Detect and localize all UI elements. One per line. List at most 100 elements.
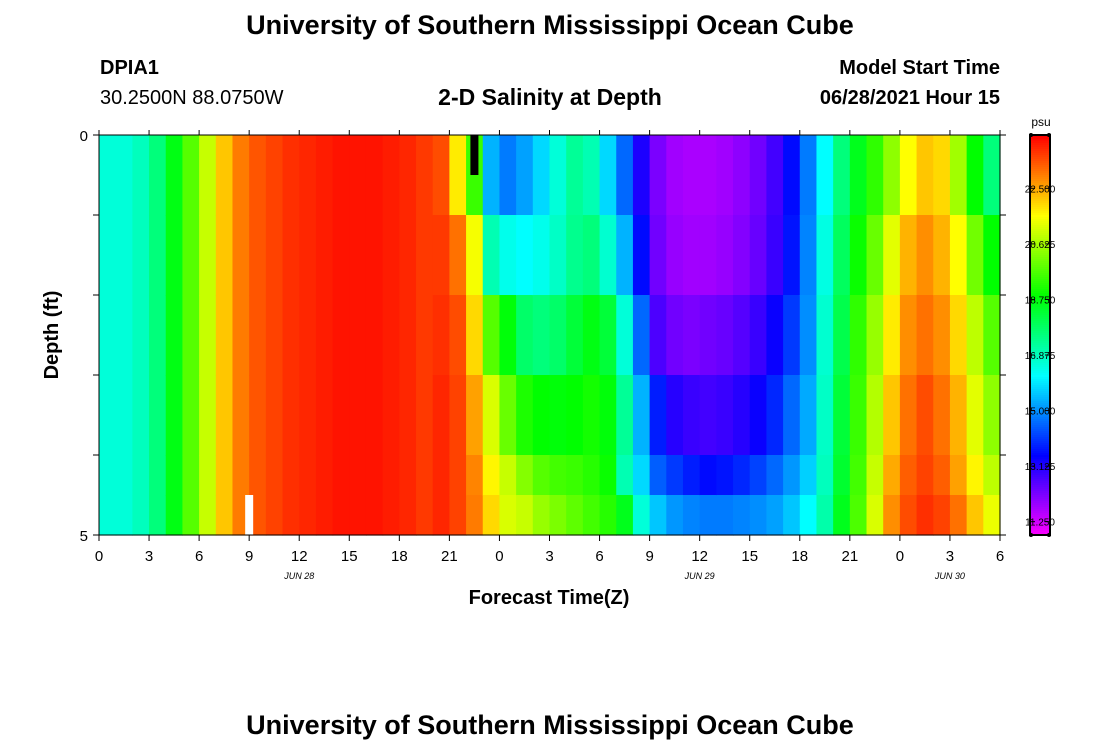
page-title: University of Southern Mississippi Ocean… bbox=[246, 10, 854, 40]
heatmap-cell bbox=[99, 215, 117, 296]
colorbar-band bbox=[1030, 175, 1050, 178]
x-axis-label: Forecast Time(Z) bbox=[469, 587, 630, 609]
heatmap-cell bbox=[416, 455, 434, 496]
colorbar-band bbox=[1030, 141, 1050, 144]
heatmap-cell bbox=[783, 135, 801, 216]
heatmap-cell bbox=[966, 295, 984, 376]
colorbar-band bbox=[1030, 295, 1050, 298]
colorbar-band bbox=[1030, 323, 1050, 326]
heatmap-cell bbox=[532, 495, 551, 536]
heatmap-cell bbox=[432, 495, 450, 536]
heatmap-cell bbox=[666, 375, 684, 456]
heatmap-cell bbox=[749, 135, 768, 216]
heatmap-cell bbox=[716, 215, 734, 296]
heatmap-cell bbox=[265, 295, 284, 376]
colorbar-band bbox=[1030, 375, 1050, 378]
heatmap-cell bbox=[616, 375, 634, 456]
colorbar-band bbox=[1030, 505, 1050, 508]
colorbar-band bbox=[1030, 359, 1050, 362]
colorbar-band bbox=[1030, 215, 1050, 218]
heatmap-cell bbox=[182, 375, 200, 456]
colorbar-band bbox=[1030, 305, 1050, 308]
heatmap-cell bbox=[499, 455, 517, 496]
colorbar-band bbox=[1030, 257, 1050, 260]
heatmap-cell bbox=[516, 215, 534, 296]
x-tick-label: 9 bbox=[245, 548, 253, 565]
heatmap-cell bbox=[332, 455, 350, 496]
heatmap-cell bbox=[215, 295, 234, 376]
heatmap-cell bbox=[382, 215, 400, 296]
heatmap-cell bbox=[649, 455, 667, 496]
colorbar-band bbox=[1030, 393, 1050, 396]
colorbar-band bbox=[1030, 467, 1050, 470]
colorbar-band bbox=[1030, 489, 1050, 492]
colorbar-band bbox=[1030, 355, 1050, 358]
heatmap-cell bbox=[599, 455, 617, 496]
heatmap-cell bbox=[232, 215, 250, 296]
heatmap-cell bbox=[716, 495, 734, 536]
colorbar-band bbox=[1030, 509, 1050, 512]
heatmap-cell bbox=[916, 495, 934, 536]
colorbar-band bbox=[1030, 187, 1050, 190]
heatmap-cell bbox=[866, 215, 884, 296]
heatmap-cell bbox=[916, 295, 934, 376]
heatmap-cell bbox=[165, 495, 184, 536]
colorbar-band bbox=[1030, 337, 1050, 340]
y-axis: 05 bbox=[80, 128, 1006, 545]
colorbar-band bbox=[1030, 459, 1050, 462]
x-tick-label: 12 bbox=[691, 548, 708, 565]
x-tick-label: 15 bbox=[341, 548, 358, 565]
colorbar-band bbox=[1030, 403, 1050, 406]
heatmap-cell bbox=[249, 215, 267, 296]
heatmap-cell bbox=[666, 455, 684, 496]
y-tick-label: 0 bbox=[80, 128, 88, 145]
heatmap-cell bbox=[766, 295, 784, 376]
heatmap-cell bbox=[282, 455, 300, 496]
heatmap-cell bbox=[482, 495, 501, 536]
heatmap-cell bbox=[733, 375, 751, 456]
heatmap-cell bbox=[566, 455, 584, 496]
heatmap-cell bbox=[883, 375, 901, 456]
colorbar-band bbox=[1030, 287, 1050, 290]
heatmap-cell bbox=[149, 295, 167, 376]
colorbar-band bbox=[1030, 247, 1050, 250]
heatmap-cell bbox=[833, 495, 851, 536]
colorbar-tick-label: 11.250 bbox=[1025, 518, 1055, 529]
colorbar-band bbox=[1030, 297, 1050, 300]
heatmap-cell bbox=[566, 375, 584, 456]
x-tick-label: 21 bbox=[841, 548, 858, 565]
heatmap-cell bbox=[682, 455, 701, 496]
heatmap-cell bbox=[232, 135, 250, 216]
heatmap-cell bbox=[549, 375, 567, 456]
x-date-label: JUN 28 bbox=[283, 571, 314, 581]
heatmap-cell bbox=[182, 455, 200, 496]
colorbar-band bbox=[1030, 439, 1050, 442]
colorbar-corner bbox=[1047, 533, 1051, 537]
heatmap-cell bbox=[265, 455, 284, 496]
colorbar-band bbox=[1030, 277, 1050, 280]
heatmap-cell bbox=[799, 375, 818, 456]
heatmap-cell bbox=[916, 455, 934, 496]
heatmap-cell bbox=[132, 135, 150, 216]
heatmap-cell bbox=[199, 215, 217, 296]
heatmap-cell bbox=[315, 455, 334, 496]
colorbar-band bbox=[1030, 449, 1050, 452]
heatmap-cell bbox=[883, 455, 901, 496]
heatmap-cell bbox=[649, 375, 667, 456]
colorbar-band bbox=[1030, 155, 1050, 158]
heatmap-cell bbox=[966, 495, 984, 536]
colorbar-band bbox=[1030, 343, 1050, 346]
colorbar-band bbox=[1030, 453, 1050, 456]
colorbar-band bbox=[1030, 223, 1050, 226]
heatmap-cell bbox=[899, 375, 918, 456]
heatmap-cell bbox=[916, 375, 934, 456]
heatmap-cell bbox=[115, 495, 133, 536]
colorbar-band bbox=[1030, 525, 1050, 528]
colorbar-band bbox=[1030, 531, 1050, 534]
heatmap-cell bbox=[349, 455, 367, 496]
colorbar-band bbox=[1030, 395, 1050, 398]
heatmap-cell bbox=[165, 455, 184, 496]
heatmap-cell bbox=[382, 135, 400, 216]
colorbar-band bbox=[1030, 341, 1050, 344]
